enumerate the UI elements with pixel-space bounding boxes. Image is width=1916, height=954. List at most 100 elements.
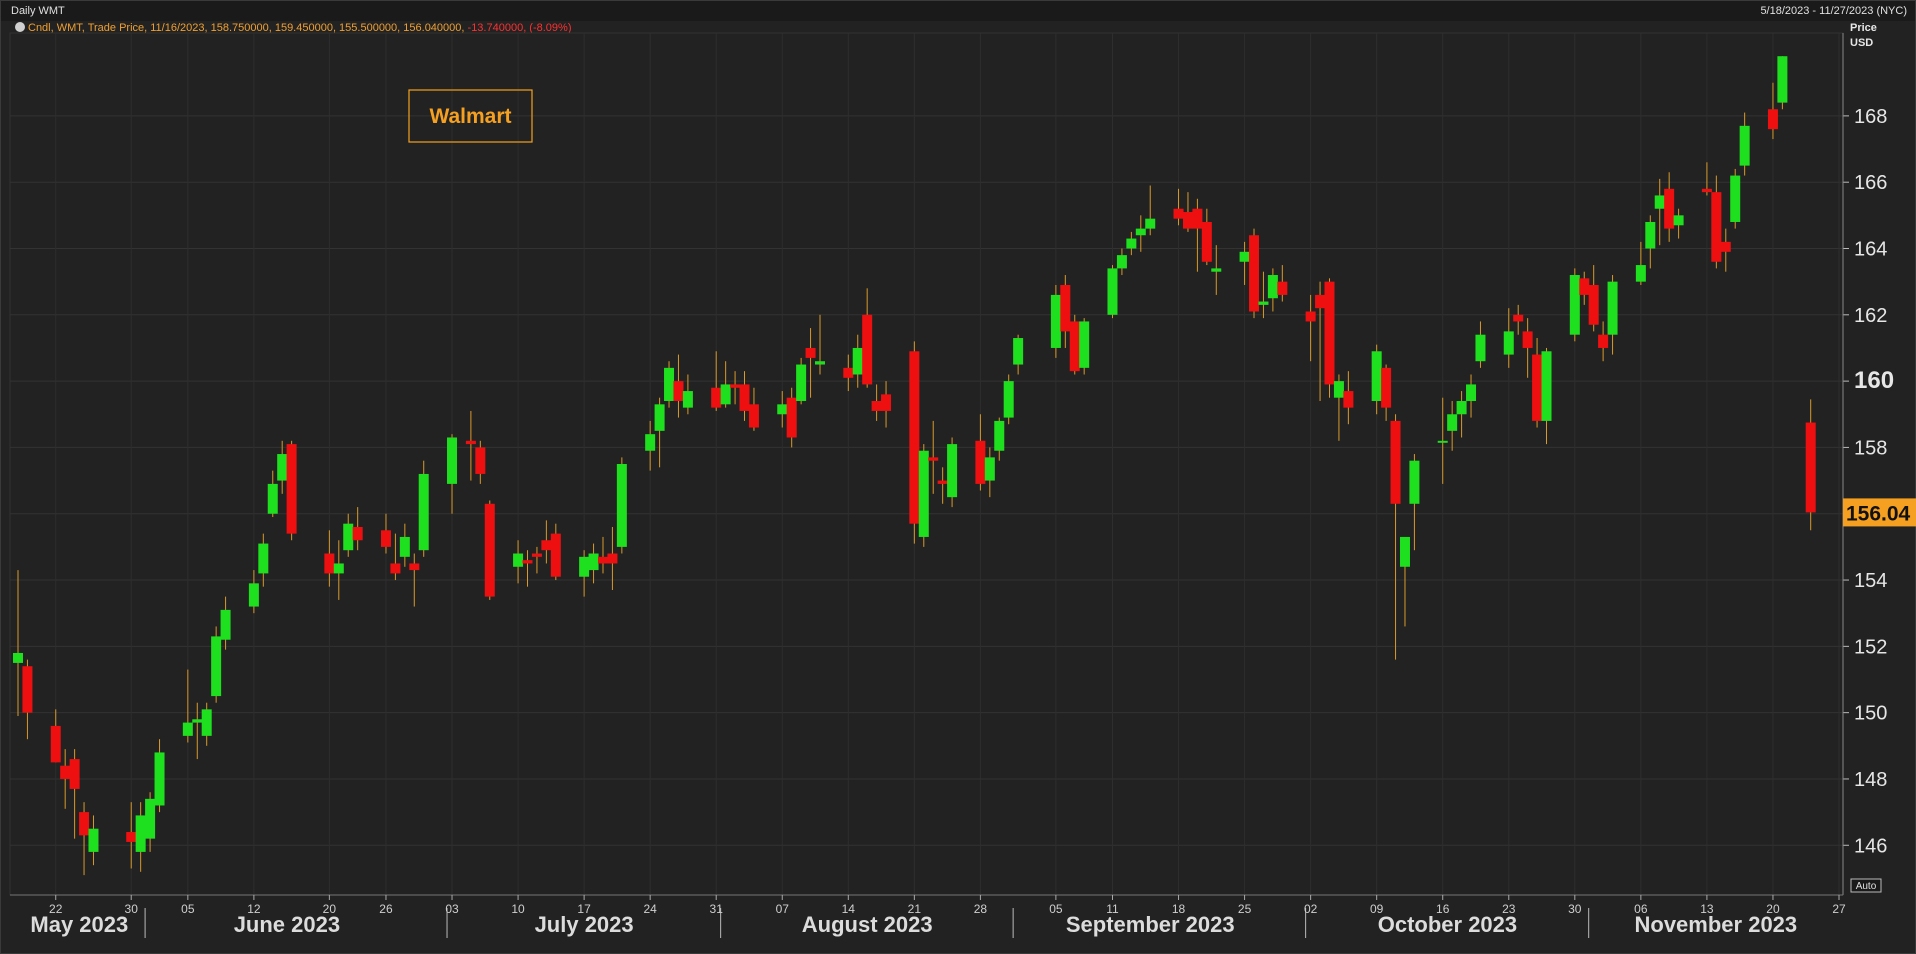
candle-body bbox=[1673, 215, 1684, 226]
candle bbox=[1399, 536, 1410, 627]
candle bbox=[50, 709, 61, 763]
candle bbox=[1069, 314, 1080, 375]
candle-body bbox=[862, 314, 873, 385]
candle-body bbox=[447, 437, 458, 484]
date-range[interactable]: 5/18/2023 - 11/27/2023 (NYC) bbox=[1760, 5, 1907, 17]
candle bbox=[418, 460, 429, 557]
candle bbox=[862, 288, 873, 388]
y-tick-label: 162 bbox=[1854, 305, 1887, 327]
candle bbox=[1201, 208, 1212, 266]
candle bbox=[1267, 268, 1278, 312]
annotation-text: Walmart bbox=[429, 105, 511, 128]
candle bbox=[1720, 228, 1731, 272]
candle-body bbox=[588, 553, 599, 571]
chart-title: Daily WMT bbox=[11, 5, 65, 17]
candle-body bbox=[1569, 275, 1580, 335]
last-price-label: 156.04 bbox=[1846, 502, 1911, 525]
candle-body bbox=[1013, 338, 1024, 365]
candle bbox=[1390, 414, 1401, 660]
x-tick-label: 26 bbox=[379, 902, 393, 916]
x-tick-label: 03 bbox=[445, 902, 459, 916]
candle-body bbox=[796, 364, 807, 402]
candle bbox=[748, 387, 759, 431]
candle bbox=[333, 540, 344, 600]
candle bbox=[871, 384, 882, 421]
candle-body bbox=[739, 384, 750, 411]
candle bbox=[1258, 271, 1269, 319]
annotation-box[interactable]: Walmart bbox=[408, 89, 533, 143]
candle-body bbox=[88, 828, 99, 852]
candle-body bbox=[1730, 175, 1741, 222]
candle bbox=[69, 749, 80, 839]
candle-body bbox=[484, 503, 495, 597]
candle-body bbox=[1541, 351, 1552, 421]
month-label: September 2023 bbox=[1066, 912, 1235, 937]
candle bbox=[1532, 338, 1543, 428]
month-label: June 2023 bbox=[234, 912, 340, 937]
x-tick-label: 24 bbox=[643, 902, 657, 916]
candle bbox=[645, 420, 656, 471]
candle-body bbox=[1607, 281, 1618, 335]
x-tick-label: 18 bbox=[1172, 902, 1186, 916]
candle bbox=[465, 410, 476, 481]
candle-body bbox=[1305, 311, 1316, 322]
candle bbox=[1654, 178, 1665, 246]
y-tick-label: 168 bbox=[1854, 106, 1887, 128]
x-tick-label: 23 bbox=[1502, 902, 1516, 916]
auto-button[interactable]: Auto bbox=[1850, 878, 1882, 893]
candle-body bbox=[1466, 384, 1477, 402]
y-tick-label: 160 bbox=[1854, 367, 1894, 394]
candle bbox=[673, 354, 684, 418]
candle bbox=[1711, 175, 1722, 269]
candle-body bbox=[390, 563, 401, 574]
x-tick-label: 13 bbox=[1700, 902, 1714, 916]
candle-body bbox=[79, 812, 90, 836]
candle bbox=[182, 669, 193, 743]
price-axis-label: Price bbox=[1850, 22, 1877, 34]
candle-body bbox=[1381, 367, 1392, 408]
candle-body bbox=[182, 722, 193, 736]
candle bbox=[796, 357, 807, 405]
candle-body bbox=[418, 473, 429, 551]
candle-body bbox=[1201, 221, 1212, 262]
candle bbox=[135, 802, 146, 872]
candle-body bbox=[881, 394, 892, 411]
candle-body bbox=[1116, 255, 1127, 269]
candle-body bbox=[220, 609, 231, 640]
candle-body bbox=[154, 752, 165, 806]
candle-body bbox=[984, 457, 995, 481]
title-bar: Daily WMT 5/18/2023 - 11/27/2023 (NYC) bbox=[1, 1, 1915, 21]
candle-body bbox=[1513, 314, 1524, 322]
candle bbox=[616, 457, 627, 554]
candle-body bbox=[13, 652, 23, 663]
candle bbox=[588, 543, 599, 584]
candle-body bbox=[145, 798, 156, 839]
candle bbox=[1079, 318, 1090, 375]
candle-body bbox=[947, 444, 958, 498]
candle-body bbox=[465, 440, 476, 445]
candle bbox=[1277, 265, 1288, 302]
candle bbox=[1588, 265, 1599, 332]
x-tick-label: 12 bbox=[247, 902, 261, 916]
candle-body bbox=[286, 444, 297, 534]
candle bbox=[211, 626, 222, 703]
candle bbox=[1664, 172, 1675, 242]
series-settings-icon[interactable] bbox=[15, 22, 25, 32]
candle bbox=[258, 533, 269, 587]
candle-body bbox=[22, 666, 33, 713]
candle-body bbox=[1003, 381, 1014, 418]
candle bbox=[1513, 304, 1524, 335]
grid bbox=[10, 33, 1843, 895]
candle bbox=[1126, 231, 1137, 256]
candle bbox=[541, 520, 552, 564]
candle-body bbox=[1777, 56, 1788, 103]
candles[interactable] bbox=[13, 56, 1816, 876]
candle bbox=[1182, 192, 1193, 232]
candle-body bbox=[409, 563, 420, 571]
candle-body bbox=[352, 526, 363, 541]
candle bbox=[947, 437, 958, 508]
candle-body bbox=[994, 420, 1005, 451]
candle-body bbox=[852, 347, 863, 375]
series-legend[interactable]: Cndl, WMT, Trade Price, 11/16/2023, 158.… bbox=[15, 22, 571, 34]
